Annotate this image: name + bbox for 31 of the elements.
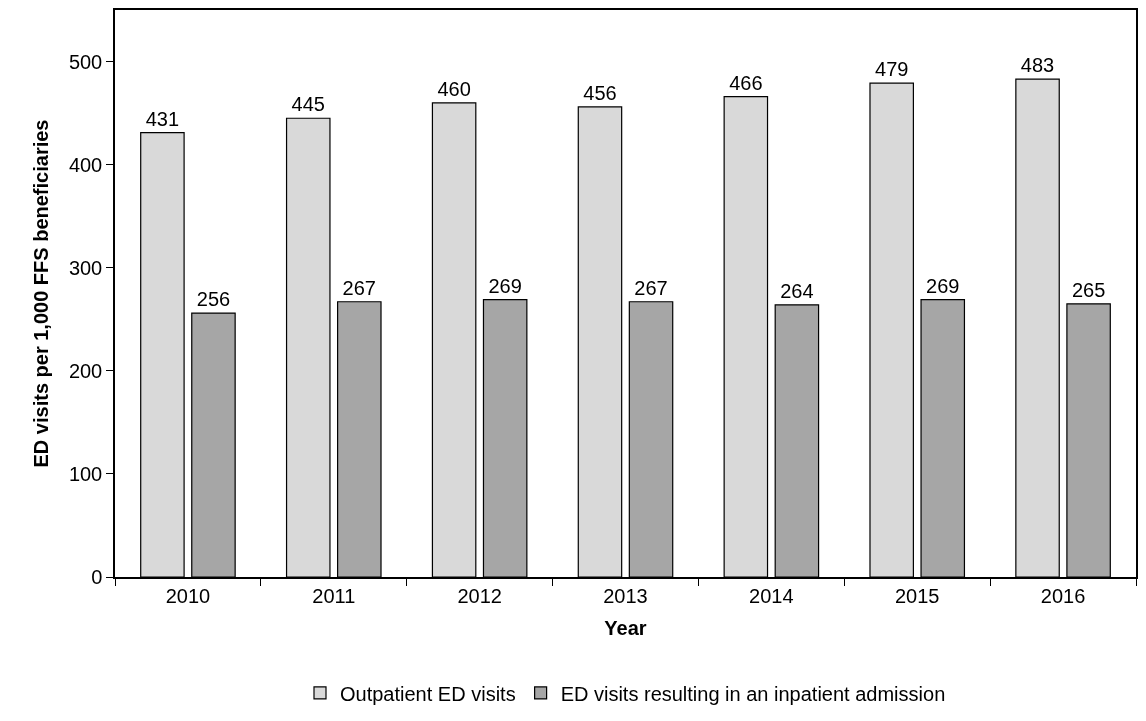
x-tick-label: 2015 (894, 584, 940, 607)
legend-label: Outpatient ED visits (340, 682, 516, 705)
x-tick-label: 2014 (749, 584, 794, 607)
y-tick-label: 0 (91, 566, 103, 588)
data-label: 431 (145, 107, 180, 130)
x-tick-label: 2011 (312, 584, 356, 607)
y-axis-title: ED visits per 1,000 FFS beneficiaries (29, 119, 52, 468)
x-axis-title: Year (604, 616, 647, 639)
legend-label: ED visits resulting in an inpatient admission (560, 682, 946, 705)
x-tick-label: 2013 (603, 584, 648, 607)
y-tick-label: 300 (68, 256, 103, 279)
data-label: 460 (437, 77, 471, 100)
data-label: 466 (729, 71, 763, 94)
data-label: 269 (926, 274, 960, 297)
y-tick-label: 200 (68, 359, 103, 382)
data-label: 456 (583, 81, 617, 104)
data-label: 445 (291, 93, 325, 116)
y-tick-label: 400 (68, 153, 103, 176)
data-label: 267 (342, 276, 376, 299)
y-tick-label: 500 (68, 50, 103, 73)
data-label: 264 (780, 279, 814, 302)
data-label: 256 (196, 288, 231, 311)
x-tick-label: 2012 (457, 584, 502, 607)
data-label: 479 (875, 58, 909, 81)
data-label: 483 (1020, 54, 1055, 77)
y-tick-label: 100 (68, 462, 103, 485)
x-tick-label: 2010 (165, 584, 211, 607)
data-label: 269 (488, 274, 522, 297)
x-tick-label: 2016 (1040, 584, 1086, 607)
data-label: 267 (634, 276, 668, 299)
data-label: 265 (1071, 278, 1106, 301)
